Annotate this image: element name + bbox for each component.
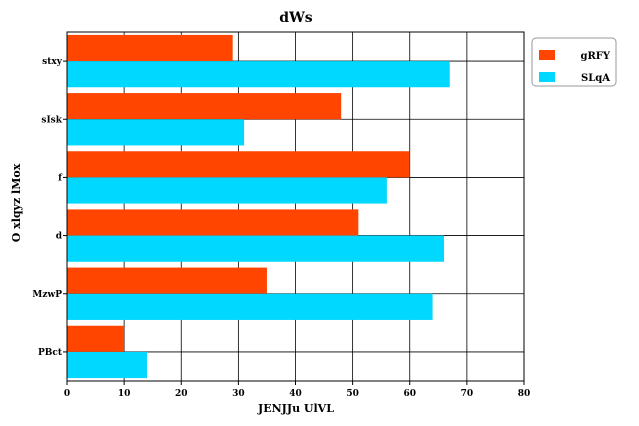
bar-grfy-pbct	[67, 325, 125, 352]
x-axis-label: JENJJu UlVL	[257, 402, 334, 415]
category-label: d	[56, 232, 63, 242]
bar-grfy-d	[67, 209, 359, 236]
bar-slqa-d	[67, 235, 445, 262]
category-label: stxy	[42, 57, 63, 67]
bar-slqa-pbct	[67, 351, 147, 379]
legend-swatch-grfy	[539, 50, 555, 60]
x-tick-label: 20	[175, 389, 188, 399]
bars-layer	[67, 34, 450, 379]
bar-grfy-stxy	[67, 34, 233, 62]
y-axis-ticks: stxy sIsk f d MzwP PBct	[32, 57, 67, 358]
x-tick-label: 70	[461, 389, 474, 399]
chart-title: dWs	[279, 10, 313, 26]
x-tick-label: 10	[118, 389, 131, 399]
x-tick-label: 30	[232, 389, 245, 399]
bar-grfy-f	[67, 151, 410, 178]
x-tick-label: 60	[403, 389, 416, 399]
legend-swatch-slqa	[539, 72, 555, 82]
bar-grfy-sisk	[67, 93, 342, 120]
bar-slqa-stxy	[67, 61, 450, 88]
legend-label: SLqA	[581, 73, 610, 84]
category-label: PBct	[38, 348, 63, 358]
x-tick-label: 80	[518, 389, 531, 399]
x-tick-label: 0	[64, 389, 70, 399]
legend-label: gRFY	[580, 51, 610, 62]
bar-slqa-f	[67, 177, 387, 204]
x-axis-ticks: 0 10 20 30 40 50 60 70 80	[64, 381, 530, 399]
bar-slqa-sisk	[67, 119, 245, 146]
category-label: sIsk	[41, 115, 62, 125]
legend: gRFY SLqA	[531, 37, 617, 87]
plot-frame	[66, 31, 525, 382]
bar-slqa-mzwp	[67, 293, 433, 320]
category-label: MzwP	[32, 290, 62, 300]
bar-grfy-mzwp	[67, 267, 267, 294]
category-label: f	[58, 173, 63, 183]
x-tick-label: 50	[346, 389, 359, 399]
y-axis-label: O xlqyz lMox	[10, 163, 23, 242]
x-tick-label: 40	[289, 389, 302, 399]
